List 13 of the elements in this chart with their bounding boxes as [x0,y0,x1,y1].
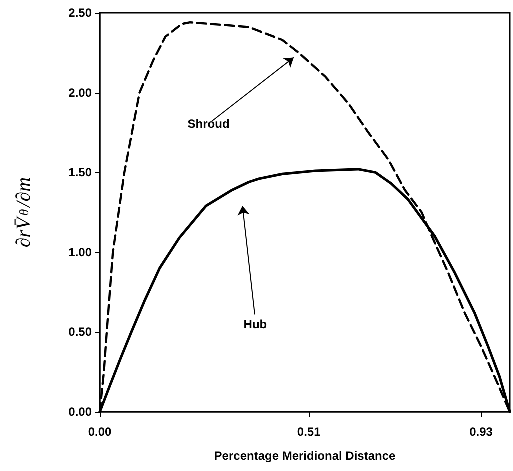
x-tick-label: 0.93 [470,425,494,439]
x-tick-label: 0.51 [297,425,322,439]
annotation: Hub [244,318,268,332]
y-tick-label: 1.00 [68,245,92,260]
y-tick-label: 2.50 [68,6,92,20]
x-axis-title: Percentage Meridional Distance [214,449,396,463]
y-axis-title: ∂rV̄θ/∂m [13,177,35,248]
y-tick-label: 0.50 [68,325,92,340]
y-tick-label: 1.50 [68,166,92,180]
x-tick-label: 0.00 [88,425,112,439]
annotation: Shroud [188,116,230,131]
y-tick-label: 2.00 [68,86,92,100]
y-tick-label: 0.00 [68,405,92,419]
